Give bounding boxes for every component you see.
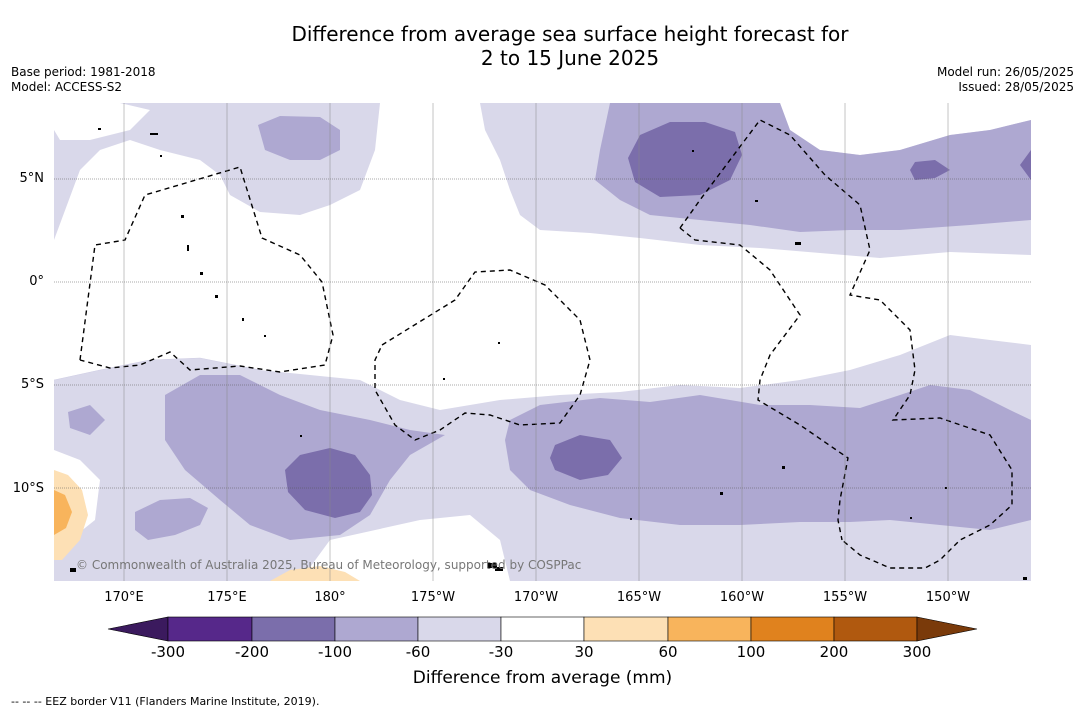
anomaly-region-north-dark	[628, 122, 742, 197]
lat-label: 10°S	[12, 481, 44, 496]
meridians	[123, 103, 949, 581]
base-period: Base period: 1981-2018	[11, 65, 156, 79]
colorbar-tick: 100	[736, 643, 766, 661]
lon-label: 175°W	[410, 590, 456, 605]
meta-right: Model run: 26/05/2025 Issued: 28/05/2025	[937, 65, 1074, 95]
lon-label: 155°W	[822, 590, 868, 605]
colorbar-tick: -30	[488, 643, 514, 661]
colorbar-tick: 30	[574, 643, 594, 661]
eez-legend: -- -- -- EEZ border V11 (Flanders Marine…	[11, 695, 320, 708]
colorbar-label: Difference from average (mm)	[412, 668, 673, 688]
colorbar-arrow-high	[916, 616, 978, 642]
anomaly-region-positive-mid	[54, 490, 72, 535]
eez-borders	[79, 119, 1013, 569]
lon-label: 150°W	[925, 590, 971, 605]
lon-label: 165°W	[616, 590, 662, 605]
colorbar-tick: -100	[317, 643, 353, 661]
meta-left: Base period: 1981-2018 Model: ACCESS-S2	[11, 65, 156, 95]
model-name: Model: ACCESS-S2	[11, 80, 123, 94]
colorbar-tick: 300	[902, 643, 932, 661]
title-line-2: 2 to 15 June 2025	[480, 46, 660, 70]
lat-label: 5°N	[19, 171, 45, 186]
colorbar	[107, 616, 978, 642]
graticule	[54, 178, 1031, 489]
colorbar-tick: 60	[658, 643, 678, 661]
colorbar-tick: -200	[234, 643, 270, 661]
lon-label: 170°W	[513, 590, 559, 605]
map-title: Difference from average sea surface heig…	[0, 22, 1085, 70]
title-line-1: Difference from average sea surface heig…	[291, 22, 849, 46]
colorbar-tick: 200	[819, 643, 849, 661]
model-run: Model run: 26/05/2025	[936, 65, 1074, 79]
anomaly-region-positive-light	[54, 470, 88, 560]
colorbar-arrow-low	[107, 616, 169, 642]
lon-label: 175°E	[207, 590, 247, 605]
map-panel	[54, 103, 1031, 581]
lon-label: 160°W	[719, 590, 765, 605]
lon-label: 180°	[314, 590, 346, 605]
colorbar-tick: -300	[150, 643, 186, 661]
anomaly-region-south-dark	[285, 448, 372, 518]
lat-label: 0°	[29, 274, 44, 289]
issued-date: Issued: 28/05/2025	[958, 80, 1074, 94]
lat-label: 5°S	[20, 377, 44, 392]
colorbar-tick: -60	[405, 643, 431, 661]
lon-label: 170°E	[104, 590, 144, 605]
copyright-notice: © Commonwealth of Australia 2025, Bureau…	[76, 558, 582, 572]
